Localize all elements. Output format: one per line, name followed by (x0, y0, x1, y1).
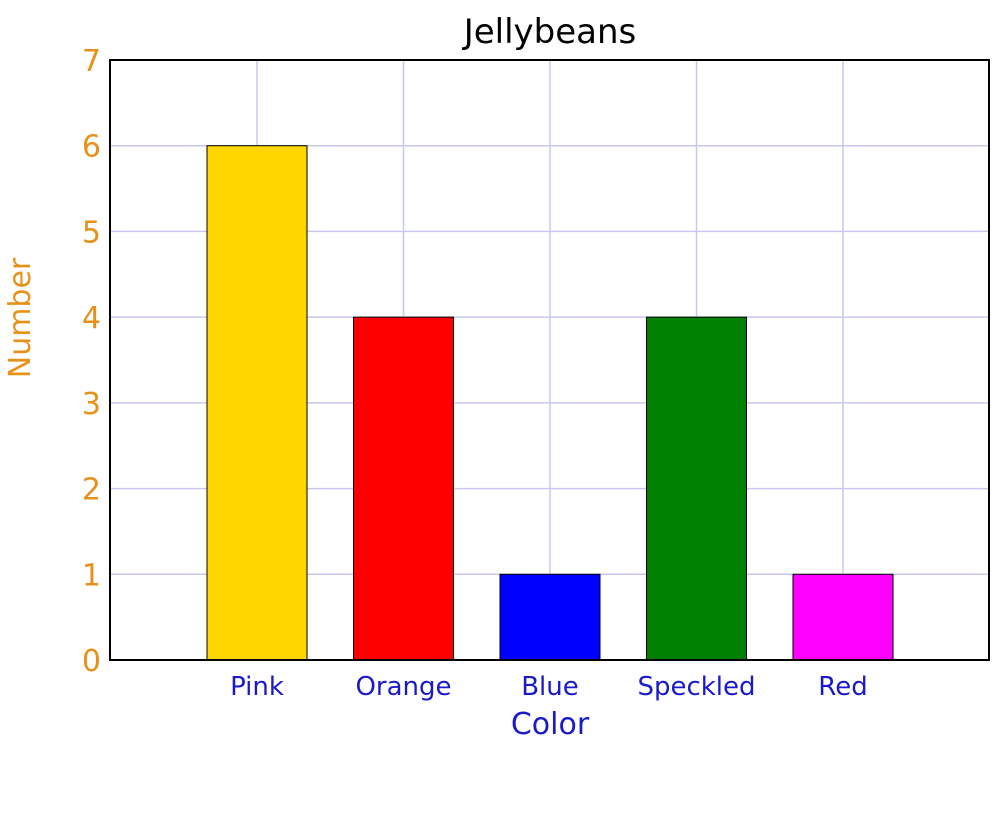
bar-orange (353, 316, 454, 661)
chart-title: Jellybeans (462, 12, 637, 52)
y-tick-label: 5 (82, 215, 101, 250)
x-axis-ticks: Pink Orange Blue Speckled Red (230, 672, 868, 702)
plot-frame (109, 59, 990, 661)
bar-blue (499, 573, 601, 661)
x-tick-label: Blue (521, 672, 579, 702)
y-tick-label: 7 (82, 44, 101, 79)
y-tick-label: 2 (82, 473, 101, 508)
x-tick-label: Orange (355, 672, 451, 702)
bar-red (792, 573, 894, 661)
x-axis-title: Color (511, 707, 590, 742)
bar-speckled (646, 316, 747, 661)
bar-pink (206, 145, 308, 661)
y-axis-ticks: 0 1 2 3 4 5 6 7 (82, 44, 101, 679)
y-tick-label: 0 (82, 644, 101, 679)
y-tick-label: 1 (82, 558, 101, 593)
y-tick-label: 3 (82, 387, 101, 422)
y-axis-title: Number (3, 257, 38, 378)
bars (206, 145, 894, 661)
x-tick-label: Red (818, 672, 867, 702)
x-tick-label: Speckled (637, 672, 755, 702)
y-tick-label: 4 (82, 301, 101, 336)
x-tick-label: Pink (230, 672, 284, 702)
y-tick-label: 6 (82, 130, 101, 165)
